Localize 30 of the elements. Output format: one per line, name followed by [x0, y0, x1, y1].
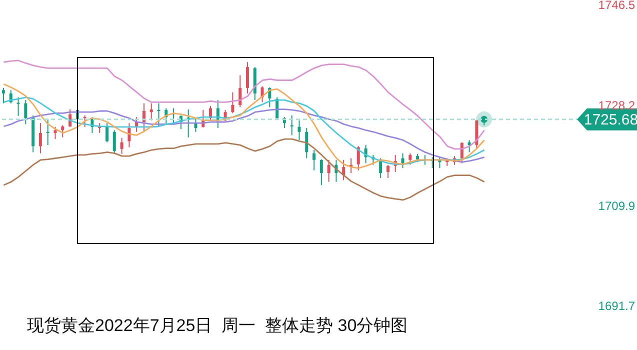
candlestick — [46, 118, 50, 146]
candlestick — [186, 108, 190, 138]
candlestick — [24, 100, 28, 125]
candlestick — [401, 152, 404, 169]
candlestick — [298, 120, 301, 141]
candlestick — [16, 96, 20, 116]
candlestick — [320, 158, 323, 186]
candlestick — [157, 102, 160, 128]
candlestick — [112, 130, 116, 154]
candlestick — [83, 114, 86, 128]
candlestick — [305, 128, 308, 159]
candlestick — [386, 164, 390, 179]
candlestick — [61, 124, 64, 138]
candlestick — [246, 62, 249, 94]
candlestick — [408, 152, 412, 166]
y-tick-label: 1746.5 — [598, 0, 636, 12]
candlestick — [231, 92, 234, 114]
candlestick — [238, 74, 242, 108]
candlestick — [150, 102, 153, 121]
y-tick-label: 1709.9 — [598, 199, 636, 214]
candlestick — [312, 150, 316, 171]
y-tick-label: 1691.7 — [598, 299, 636, 313]
candlestick — [38, 122, 42, 154]
candlestick — [54, 126, 57, 140]
text: 现货黄金2022年7月25日 周一 整体走势 30分钟图 — [27, 315, 408, 337]
candlestick — [105, 122, 108, 143]
candlestick — [327, 159, 330, 182]
candlestick — [2, 87, 5, 104]
candlestick — [120, 137, 124, 154]
candlestick — [290, 114, 294, 136]
